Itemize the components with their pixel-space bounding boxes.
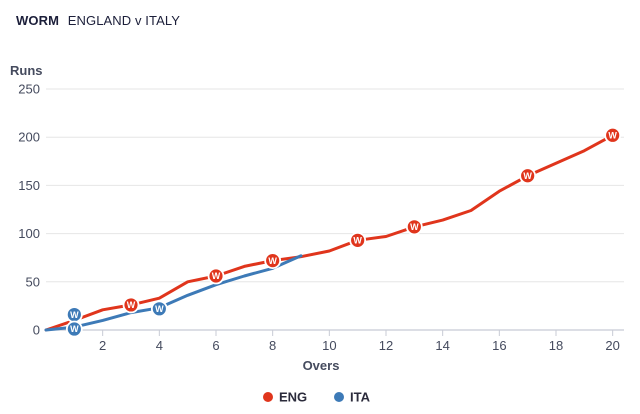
series-line-eng bbox=[44, 133, 615, 332]
wicket-marker-ita: W bbox=[65, 320, 83, 338]
legend-item-ita[interactable]: ITA bbox=[334, 390, 371, 405]
legend-swatch bbox=[334, 392, 344, 402]
y-tick-label: 50 bbox=[26, 274, 40, 289]
legend-label: ITA bbox=[350, 390, 371, 405]
wicket-dot bbox=[349, 231, 367, 249]
y-tick-label: 200 bbox=[18, 130, 40, 145]
y-axis-title: Runs bbox=[10, 63, 43, 78]
x-tick-label: 6 bbox=[212, 338, 219, 353]
chart-tag: WORM bbox=[16, 13, 59, 28]
wicket-marker-eng: W bbox=[207, 267, 225, 285]
wicket-label: W bbox=[410, 222, 419, 232]
wicket-marker-eng: W bbox=[519, 167, 537, 185]
chart-header: WORM ENGLAND v ITALY bbox=[16, 13, 180, 28]
wicket-label: W bbox=[212, 271, 221, 281]
x-axis-title: Overs bbox=[303, 358, 340, 373]
wicket-label: W bbox=[70, 324, 79, 334]
x-tick-label: 4 bbox=[156, 338, 163, 353]
legend[interactable]: ENG ITA bbox=[263, 390, 371, 405]
wicket-label: W bbox=[268, 256, 277, 266]
match-title: ENGLAND v ITALY bbox=[67, 13, 180, 28]
y-tick-label: 0 bbox=[33, 323, 40, 338]
wicket-marker-eng: W bbox=[264, 252, 282, 269]
wicket-label: W bbox=[608, 130, 617, 140]
y-tick-label: 150 bbox=[18, 178, 40, 193]
gridlines bbox=[46, 88, 624, 283]
wicket-dot bbox=[519, 167, 537, 185]
wicket-dot bbox=[604, 126, 622, 144]
wicket-marker-ita: W bbox=[65, 306, 83, 323]
wicket-dot bbox=[207, 267, 225, 285]
legend-label: ENG bbox=[279, 390, 307, 405]
wicket-marker-eng: W bbox=[604, 126, 622, 144]
wicket-label: W bbox=[353, 236, 362, 246]
wicket-label: W bbox=[155, 304, 164, 314]
legend-swatch bbox=[263, 392, 273, 402]
wicket-marker-ita: W bbox=[150, 300, 168, 318]
x-tick-label: 2 bbox=[99, 338, 106, 353]
x-tick-label: 14 bbox=[435, 338, 449, 353]
wicket-label: W bbox=[70, 310, 79, 320]
legend-item-eng[interactable]: ENG bbox=[263, 390, 307, 405]
wicket-marker-eng: W bbox=[405, 218, 423, 236]
wicket-dot bbox=[122, 296, 140, 314]
wicket-dot bbox=[264, 252, 282, 269]
y-tick-label: 100 bbox=[18, 226, 40, 241]
series-lines bbox=[44, 133, 615, 332]
wicket-label: W bbox=[523, 171, 532, 181]
x-tick-label: 12 bbox=[379, 338, 393, 353]
x-tick-label: 18 bbox=[549, 338, 563, 353]
x-tick-label: 16 bbox=[492, 338, 506, 353]
wicket-dot bbox=[405, 218, 423, 236]
y-tick-label: 250 bbox=[18, 82, 40, 97]
wicket-marker-eng: W bbox=[349, 231, 367, 249]
y-axis: 0 50 100 150 200 250 Runs bbox=[10, 63, 43, 338]
wicket-dot bbox=[150, 300, 168, 318]
wicket-marker-eng: W bbox=[122, 296, 140, 314]
wicket-label: W bbox=[127, 300, 136, 310]
x-tick-label: 20 bbox=[605, 338, 619, 353]
x-tick-label: 10 bbox=[322, 338, 336, 353]
series-line-ita bbox=[44, 254, 303, 332]
wicket-dot bbox=[65, 320, 83, 338]
x-tick-label: 8 bbox=[269, 338, 276, 353]
x-axis: 2 4 6 8 10 12 14 16 18 20 Overs bbox=[46, 329, 624, 373]
